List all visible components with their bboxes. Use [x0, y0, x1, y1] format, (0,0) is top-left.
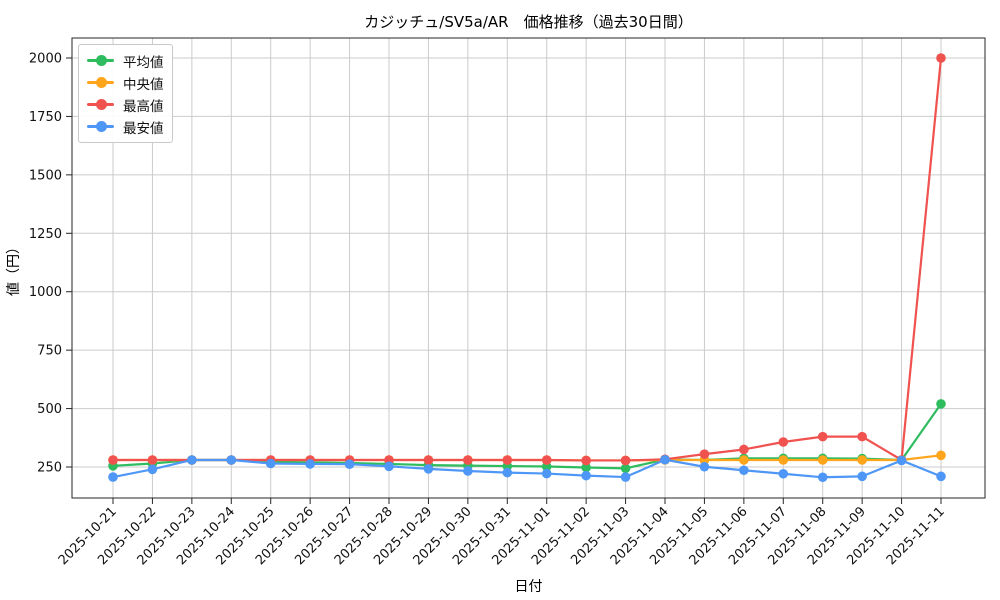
data-point-min — [305, 459, 315, 469]
legend-marker-median-icon — [87, 77, 114, 88]
data-point-min — [896, 455, 907, 466]
data-point-max — [463, 455, 473, 465]
y-tick-label: 250 — [37, 461, 62, 476]
data-point-max — [147, 455, 158, 465]
data-point-median — [936, 450, 946, 461]
series-line-min — [111, 458, 943, 479]
data-point-min — [187, 455, 197, 465]
data-point-median — [817, 455, 828, 465]
data-point-median — [739, 455, 749, 465]
data-point-max — [739, 444, 749, 455]
data-point-min — [147, 464, 158, 475]
data-point-median — [857, 455, 867, 465]
data-point-max — [541, 455, 552, 465]
data-point-min — [620, 472, 631, 482]
data-point-min — [817, 472, 828, 483]
legend-item-max: 最高値 — [87, 96, 164, 115]
data-point-max — [581, 455, 591, 466]
legend-marker-max-icon — [87, 99, 114, 110]
data-point-min — [226, 455, 237, 465]
legend-item-median: 中央値 — [87, 74, 164, 93]
legend-label-max: 最高値 — [123, 98, 164, 115]
data-point-average — [581, 462, 591, 473]
data-point-average — [620, 463, 631, 474]
data-point-min — [739, 465, 749, 476]
data-point-max — [108, 455, 118, 465]
plot-border — [71, 37, 986, 499]
data-point-max — [936, 53, 946, 63]
y-tick-label: 1250 — [29, 227, 62, 242]
data-point-min — [660, 454, 670, 465]
legend-item-min: 最安値 — [87, 118, 164, 137]
series-line-max — [111, 56, 943, 462]
data-point-min — [384, 461, 394, 472]
data-point-max — [620, 455, 631, 466]
chart-title: カジッチュ/SV5a/AR 価格推移（過去30日間） — [364, 13, 693, 31]
legend-label-median: 中央値 — [123, 76, 164, 93]
data-point-average — [936, 399, 946, 409]
y-tick-label: 1500 — [29, 168, 62, 183]
legend-label-average: 平均値 — [123, 54, 164, 71]
legend-marker-average-icon — [87, 55, 114, 66]
y-tick-label: 1000 — [29, 285, 62, 300]
data-point-max — [699, 449, 710, 459]
data-point-min — [463, 466, 473, 476]
data-point-min — [265, 458, 276, 469]
legend-item-average: 平均値 — [87, 52, 164, 71]
legend-marker-min-icon — [87, 121, 114, 132]
data-point-min — [344, 459, 355, 469]
data-point-max — [423, 455, 434, 465]
y-tick-label: 500 — [37, 402, 62, 417]
x-axis-label: 日付 — [514, 579, 543, 595]
y-tick-label: 2000 — [29, 52, 62, 67]
legend: 平均値 中央値 最高値 最安値 — [78, 44, 173, 143]
data-point-min — [423, 464, 434, 474]
data-point-min — [857, 471, 867, 482]
y-axis-label: 値（円） — [6, 240, 22, 296]
data-point-max — [817, 431, 828, 442]
data-point-min — [699, 461, 710, 472]
data-point-median — [778, 455, 789, 465]
data-point-max — [502, 455, 513, 465]
y-tick-label: 750 — [37, 344, 62, 359]
data-point-min — [541, 468, 552, 479]
data-point-min — [778, 468, 789, 479]
data-point-max — [778, 437, 789, 447]
legend-label-min: 最安値 — [123, 120, 164, 137]
data-point-min — [108, 472, 118, 482]
y-tick-label: 1750 — [29, 110, 62, 125]
data-point-min — [936, 471, 946, 482]
series-line-average — [111, 402, 943, 470]
data-point-min — [502, 467, 513, 478]
data-point-max — [857, 431, 867, 442]
data-point-min — [581, 470, 591, 481]
